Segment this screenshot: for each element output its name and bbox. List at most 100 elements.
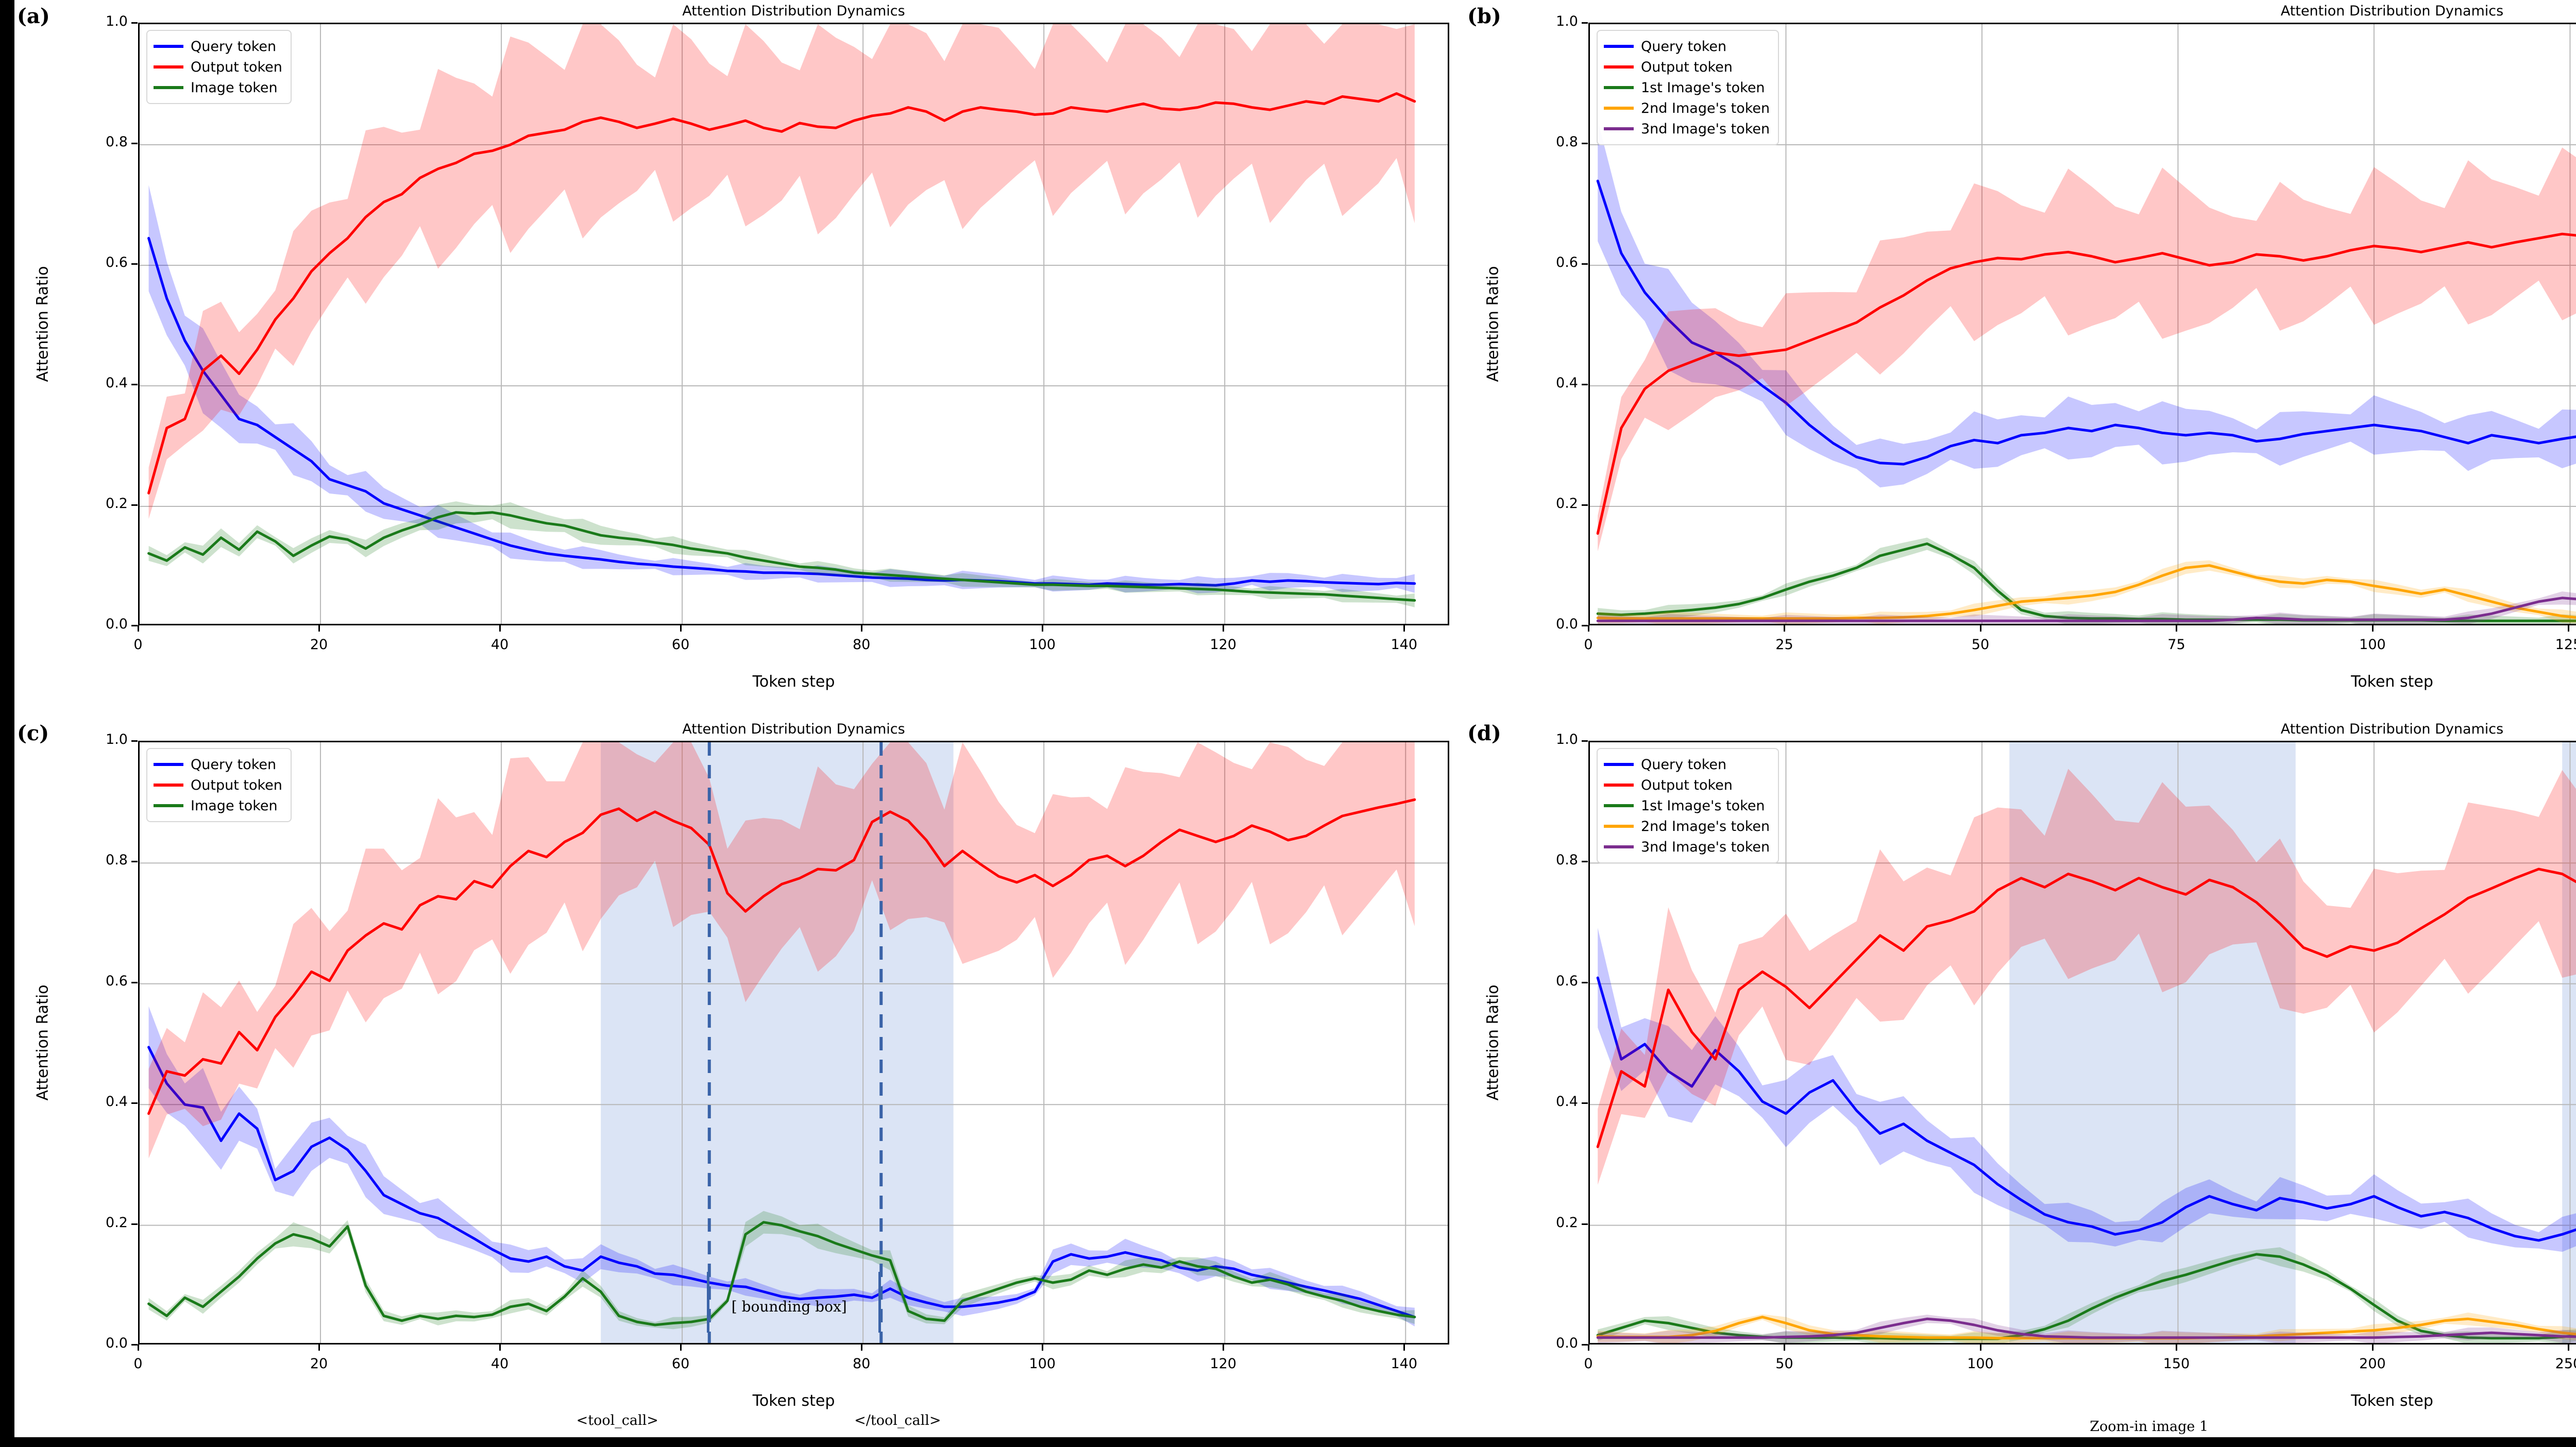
- legend-item[interactable]: 3nd Image's token: [1604, 118, 1770, 139]
- legend-item[interactable]: Output token: [1604, 57, 1770, 77]
- x-tick-label: 60: [671, 1356, 690, 1372]
- legend-color-swatch: [1604, 65, 1634, 69]
- y-tick-mark: [131, 504, 138, 506]
- y-tick-label: 0.6: [106, 254, 128, 270]
- x-tick-mark: [2176, 625, 2178, 632]
- chart-panel-c: (c) Attention Distribution Dynamics Attent…: [14, 0, 2576, 1437]
- legend-item-label: Output token: [191, 59, 282, 75]
- legend-item-label: 1st Image's token: [1641, 797, 1765, 814]
- y-tick-mark: [1582, 625, 1588, 626]
- x-tick-mark: [680, 1344, 682, 1351]
- chart-legend[interactable]: Query token Output token Image token: [146, 748, 292, 822]
- chart-legend[interactable]: Query token Output token 1st Image's token…: [1597, 748, 1780, 863]
- y-tick-mark: [1582, 384, 1588, 385]
- legend-item-label: Image token: [191, 797, 278, 814]
- x-tick-label: 0: [133, 1356, 143, 1372]
- legend-color-swatch: [154, 86, 183, 89]
- x-tick-mark: [1042, 625, 1044, 632]
- legend-item[interactable]: 1st Image's token: [1604, 77, 1770, 98]
- legend-color-swatch: [1604, 127, 1634, 130]
- x-tick-mark: [2176, 1344, 2178, 1351]
- legend-color-swatch: [1604, 784, 1634, 787]
- y-tick-label: 0.2: [1556, 496, 1578, 512]
- y-tick-mark: [131, 143, 138, 144]
- chart-panel-a: (a) Attention Distribution Dynamics Attent…: [14, 0, 2576, 1437]
- y-tick-mark: [131, 384, 138, 385]
- x-tick-mark: [1223, 1344, 1225, 1351]
- x-tick-label: 200: [2359, 1356, 2386, 1372]
- y-tick-mark: [1582, 263, 1588, 265]
- legend-item-label: Output token: [191, 777, 282, 793]
- figure-canvas: (a) Attention Distribution Dynamics Attent…: [14, 0, 2576, 1437]
- legend-item[interactable]: Output token: [154, 57, 282, 77]
- chart-annotation: [ bounding box]: [731, 1298, 847, 1315]
- legend-color-swatch: [1604, 107, 1634, 110]
- y-tick-label: 0.2: [1556, 1214, 1578, 1231]
- y-tick-mark: [1582, 1344, 1588, 1346]
- legend-color-swatch: [154, 45, 183, 48]
- chart-panel-d: (d) Attention Distribution Dynamics Attent…: [14, 0, 2576, 1437]
- chart-legend[interactable]: Query token Output token 1st Image's token…: [1597, 30, 1780, 145]
- legend-item[interactable]: Query token: [1604, 36, 1770, 57]
- x-tick-mark: [1784, 1344, 1786, 1351]
- y-tick-label: 0.2: [106, 1214, 128, 1231]
- y-tick-label: 1.0: [106, 731, 128, 747]
- legend-item[interactable]: 2nd Image's token: [1604, 98, 1770, 118]
- legend-item[interactable]: 1st Image's token: [1604, 795, 1770, 816]
- chart-legend[interactable]: Query token Output token Image token: [146, 30, 292, 104]
- legend-item[interactable]: 3nd Image's token: [1604, 837, 1770, 857]
- x-tick-label: 80: [852, 1356, 871, 1372]
- x-tick-label: 0: [1584, 637, 1593, 653]
- y-tick-label: 0.6: [1556, 254, 1578, 270]
- plot-area: [138, 23, 1449, 625]
- bounding-box-marker: [878, 1272, 882, 1333]
- y-tick-label: 0.6: [1556, 973, 1578, 989]
- y-tick-mark: [131, 1223, 138, 1225]
- x-tick-mark: [2371, 1344, 2374, 1351]
- legend-item[interactable]: Output token: [154, 775, 282, 795]
- x-axis-label: Token step: [752, 1392, 835, 1410]
- legend-item[interactable]: Output token: [1604, 775, 1770, 795]
- x-tick-mark: [499, 1344, 501, 1351]
- plot-area: [138, 741, 1449, 1344]
- y-axis-label: Attention Ratio: [1484, 984, 1502, 1101]
- x-tick-label: 0: [1584, 1356, 1593, 1372]
- legend-item-label: Query token: [1641, 38, 1727, 55]
- legend-item[interactable]: Image token: [154, 77, 282, 98]
- legend-item[interactable]: Query token: [1604, 754, 1770, 775]
- chart-title: Attention Distribution Dynamics: [2280, 721, 2504, 737]
- chart-annotation: Zoom-in image 1: [2090, 1419, 2209, 1435]
- x-tick-label: 100: [1967, 1356, 1994, 1372]
- legend-color-swatch: [1604, 845, 1634, 848]
- y-tick-mark: [131, 740, 138, 742]
- x-tick-label: 60: [671, 637, 690, 653]
- y-tick-mark: [1582, 1102, 1588, 1104]
- y-tick-mark: [1582, 22, 1588, 24]
- x-tick-mark: [2568, 1344, 2570, 1351]
- legend-color-swatch: [1604, 804, 1634, 807]
- x-tick-label: 40: [490, 637, 509, 653]
- x-tick-mark: [318, 1344, 320, 1351]
- y-tick-label: 1.0: [106, 13, 128, 29]
- legend-item[interactable]: Query token: [154, 36, 282, 57]
- x-tick-mark: [680, 625, 682, 632]
- legend-item[interactable]: 2nd Image's token: [1604, 816, 1770, 837]
- legend-color-swatch: [1604, 86, 1634, 89]
- panel-tag: (a): [17, 4, 50, 28]
- chart-annotation: </tool_call>: [854, 1412, 941, 1429]
- x-tick-label: 25: [1775, 637, 1793, 653]
- x-tick-label: 100: [2359, 637, 2386, 653]
- x-axis-label: Token step: [752, 673, 835, 691]
- legend-item[interactable]: Image token: [154, 795, 282, 816]
- panel-tag: (d): [1467, 721, 1501, 745]
- y-tick-mark: [131, 861, 138, 863]
- x-tick-mark: [1223, 625, 1225, 632]
- x-tick-mark: [1042, 1344, 1044, 1351]
- x-tick-mark: [138, 625, 139, 632]
- legend-color-swatch: [1604, 763, 1634, 766]
- x-tick-label: 150: [2163, 1356, 2190, 1372]
- legend-item[interactable]: Query token: [154, 754, 282, 775]
- x-tick-label: 20: [310, 637, 328, 653]
- x-tick-label: 140: [1391, 1356, 1418, 1372]
- legend-item-label: Output token: [1641, 777, 1733, 793]
